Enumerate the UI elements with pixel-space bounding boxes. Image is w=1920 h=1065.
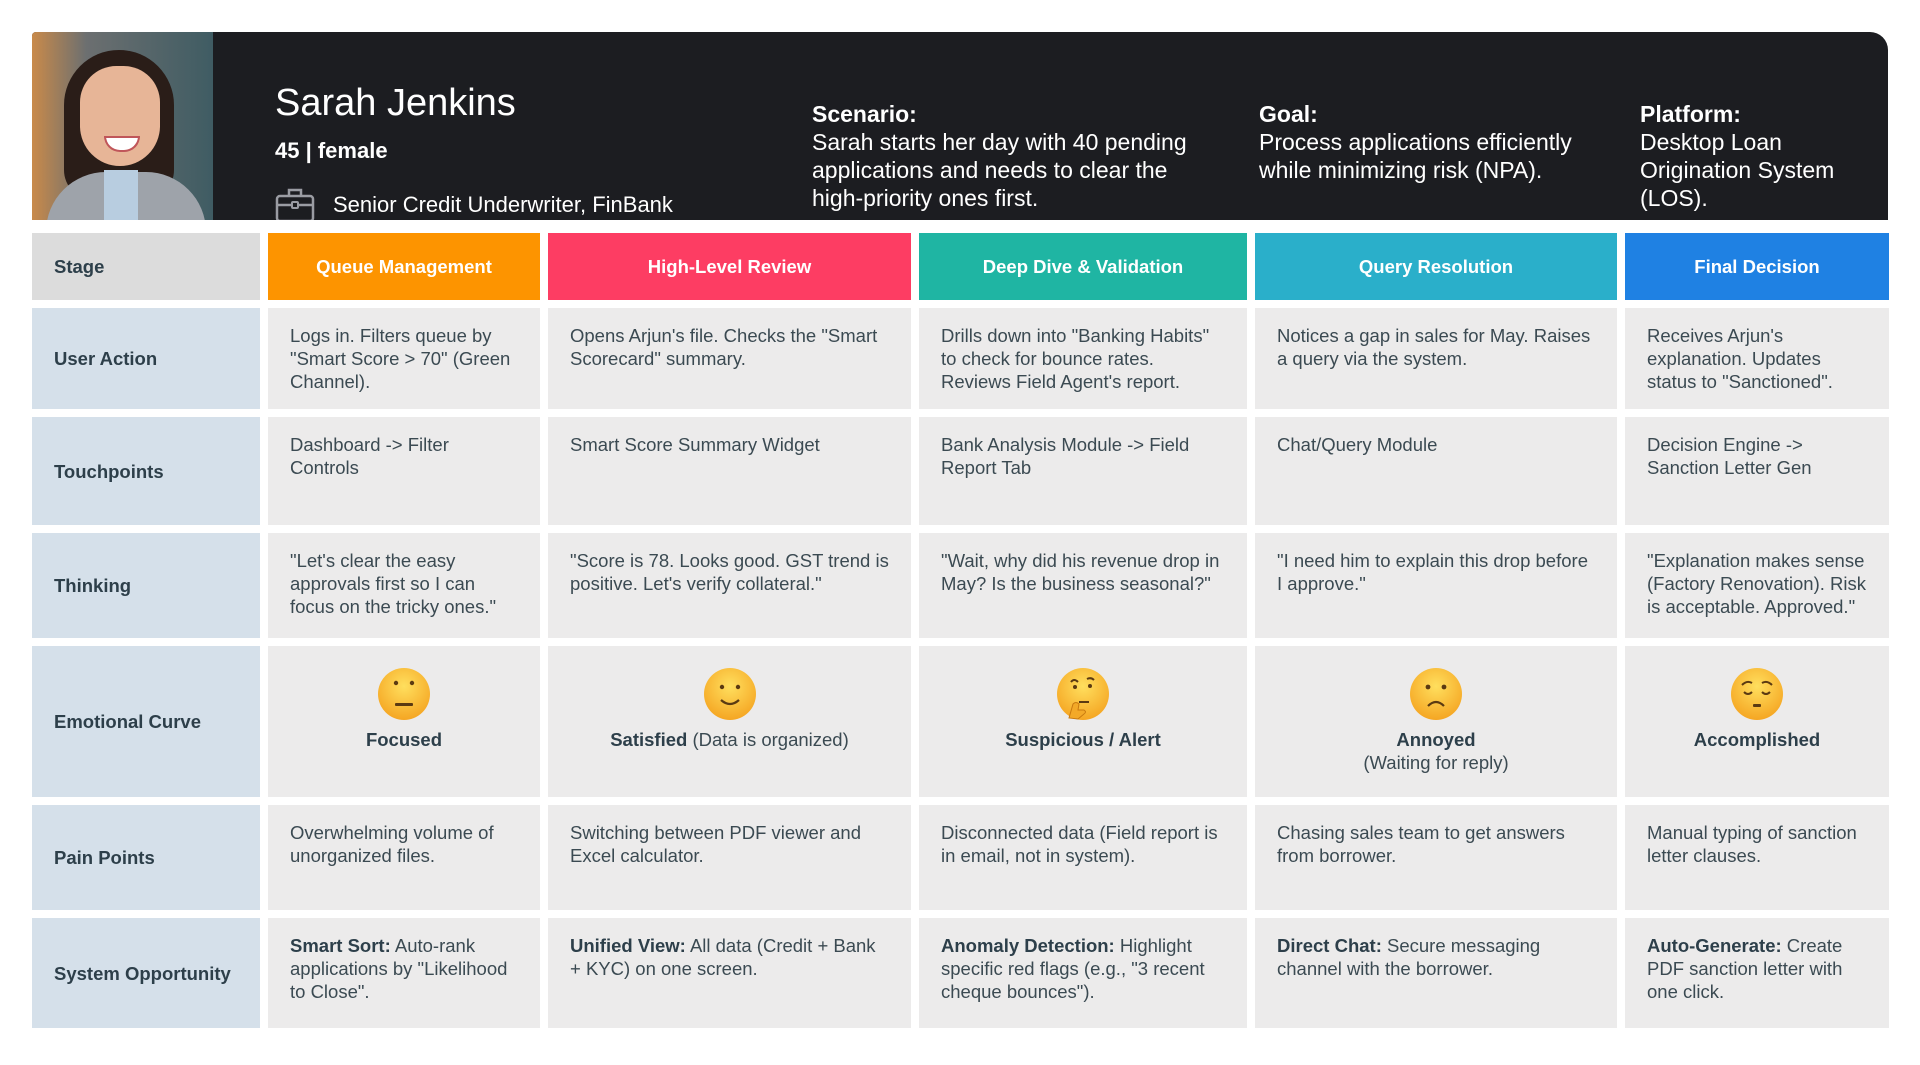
- row-label-user-action: User Action: [32, 308, 260, 409]
- pain-points-cell: Manual typing of sanction letter clauses…: [1625, 805, 1889, 910]
- opportunity-title: Smart Sort:: [290, 935, 391, 956]
- persona-age-gender: 45 | female: [275, 138, 388, 163]
- thinking-cell: "Wait, why did his revenue drop in May? …: [919, 533, 1247, 638]
- thinking-cell: "Let's clear the easy approvals first so…: [268, 533, 540, 638]
- touchpoints-cell: Chat/Query Module: [1255, 417, 1617, 525]
- emotion-name: Annoyed: [1396, 729, 1476, 750]
- stage-query-resolution: Query Resolution: [1255, 233, 1617, 300]
- opportunity-cell: Anomaly Detection: Highlight specific re…: [919, 918, 1247, 1028]
- emotion-label: Suspicious / Alert: [1005, 728, 1161, 751]
- touchpoints-cell: Decision Engine -> Sanction Letter Gen: [1625, 417, 1889, 525]
- pain-points-cell: Disconnected data (Field report is in em…: [919, 805, 1247, 910]
- opportunity-title: Anomaly Detection:: [941, 935, 1115, 956]
- opportunity-cell: Auto-Generate: Create PDF sanction lette…: [1625, 918, 1889, 1028]
- row-label-touchpoints: Touchpoints: [32, 417, 260, 525]
- user-action-cell: Opens Arjun's file. Checks the "Smart Sc…: [548, 308, 911, 409]
- user-action-cell: Drills down into "Banking Habits" to che…: [919, 308, 1247, 409]
- thinking-cell: "Score is 78. Looks good. GST trend is p…: [548, 533, 911, 638]
- touchpoints-cell: Smart Score Summary Widget: [548, 417, 911, 525]
- emotion-cell: Annoyed (Waiting for reply): [1255, 646, 1617, 797]
- opportunity-cell: Smart Sort: Auto-rank applications by "L…: [268, 918, 540, 1028]
- briefcase-icon: [275, 188, 315, 220]
- pensive-face-icon: [1731, 668, 1783, 720]
- scenario-text: Sarah starts her day with 40 pending app…: [812, 129, 1187, 211]
- platform-title: Platform:: [1640, 101, 1741, 127]
- goal-title: Goal:: [1259, 101, 1318, 127]
- touchpoints-cell: Bank Analysis Module -> Field Report Tab: [919, 417, 1247, 525]
- persona-role: Senior Credit Underwriter, FinBank: [275, 187, 673, 220]
- frowning-face-icon: [1410, 668, 1462, 720]
- stage-deep-dive-validation: Deep Dive & Validation: [919, 233, 1247, 300]
- user-action-cell: Logs in. Filters queue by "Smart Score >…: [268, 308, 540, 409]
- opportunity-cell: Direct Chat: Secure messaging channel wi…: [1255, 918, 1617, 1028]
- emotion-name: Satisfied: [610, 729, 688, 750]
- row-label-thinking: Thinking: [32, 533, 260, 638]
- scenario-block: Scenario: Sarah starts her day with 40 p…: [812, 100, 1222, 212]
- persona-photo: [32, 32, 213, 220]
- opportunity-title: Auto-Generate:: [1647, 935, 1782, 956]
- opportunity-text: Highlight specific red flags (e.g., "3 r…: [941, 935, 1205, 1002]
- stage-high-level-review: High-Level Review: [548, 233, 911, 300]
- emotion-note: (Data is organized): [687, 729, 849, 750]
- platform-text: Desktop Loan Origination System (LOS).: [1640, 129, 1835, 211]
- opportunity-text: All data (Credit + Bank + KYC) on one sc…: [570, 935, 876, 979]
- neutral-face-icon: [378, 668, 430, 720]
- emotion-label: Annoyed: [1396, 728, 1475, 751]
- persona-name: Sarah Jenkins: [275, 82, 516, 124]
- opportunity-text: Secure messaging channel with the borrow…: [1277, 935, 1541, 979]
- emotion-name: Suspicious / Alert: [1005, 729, 1161, 750]
- emotion-name: Accomplished: [1693, 729, 1821, 750]
- emotion-note: (Waiting for reply): [1363, 752, 1509, 773]
- journey-map-grid: Stage Queue Management High-Level Review D…: [32, 233, 1889, 1028]
- emotion-cell: Focused: [268, 646, 540, 797]
- touchpoints-cell: Dashboard -> Filter Controls: [268, 417, 540, 525]
- thinking-cell: "I need him to explain this drop before …: [1255, 533, 1617, 638]
- slightly-smiling-face-icon: [703, 668, 756, 720]
- opportunity-text: Create PDF sanction letter with one clic…: [1647, 935, 1843, 1002]
- row-label-emotional-curve: Emotional Curve: [32, 646, 260, 797]
- thinking-face-icon: [1057, 668, 1109, 720]
- thinking-cell: "Explanation makes sense (Factory Renova…: [1625, 533, 1889, 638]
- emotion-name: Focused: [365, 729, 443, 750]
- row-label-pain-points: Pain Points: [32, 805, 260, 910]
- goal-block: Goal: Process applications efficiently w…: [1259, 100, 1609, 184]
- goal-text: Process applications efficiently while m…: [1259, 129, 1572, 183]
- user-action-cell: Receives Arjun's explanation. Updates st…: [1625, 308, 1889, 409]
- opportunity-title: Unified View:: [570, 935, 686, 956]
- stage-queue-management: Queue Management: [268, 233, 540, 300]
- opportunity-text: Auto-rank applications by "Likelihood to…: [290, 935, 508, 1002]
- stage-final-decision: Final Decision: [1625, 233, 1889, 300]
- pain-points-cell: Switching between PDF viewer and Excel c…: [548, 805, 911, 910]
- emotion-cell: Suspicious / Alert: [919, 646, 1247, 797]
- emotion-label: Accomplished: [1694, 728, 1820, 751]
- emotion-cell: Accomplished: [1625, 646, 1889, 797]
- emotion-label: Focused: [366, 728, 442, 751]
- row-label-system-opportunity: System Opportunity: [32, 918, 260, 1028]
- pain-points-cell: Overwhelming volume of unorganized files…: [268, 805, 540, 910]
- pain-points-cell: Chasing sales team to get answers from b…: [1255, 805, 1617, 910]
- scenario-title: Scenario:: [812, 101, 917, 127]
- role-text: Senior Credit Underwriter, FinBank: [333, 192, 673, 217]
- user-action-cell: Notices a gap in sales for May. Raises a…: [1255, 308, 1617, 409]
- opportunity-cell: Unified View: All data (Credit + Bank + …: [548, 918, 911, 1028]
- opportunity-title: Direct Chat:: [1277, 935, 1382, 956]
- emotion-label: Satisfied (Data is organized): [610, 728, 849, 751]
- persona-header: Sarah Jenkins 45 | female Senior Credit …: [32, 32, 1888, 220]
- stage-label: Stage: [32, 233, 260, 300]
- platform-block: Platform: Desktop Loan Origination Syste…: [1640, 100, 1870, 212]
- emotion-cell: Satisfied (Data is organized): [548, 646, 911, 797]
